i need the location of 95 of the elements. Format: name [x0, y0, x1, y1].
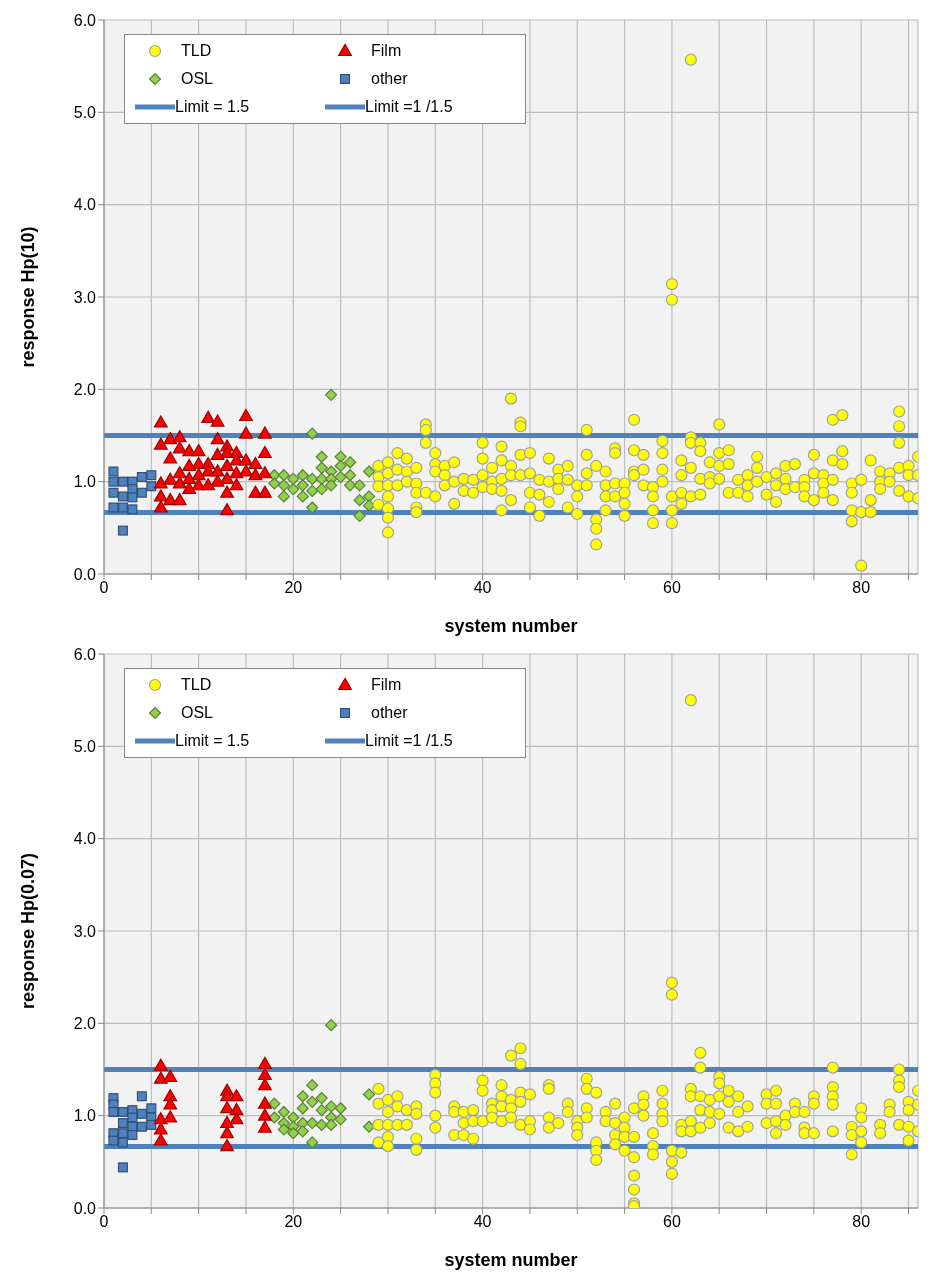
point	[257, 1120, 272, 1133]
point	[306, 1095, 319, 1108]
point	[315, 1092, 328, 1105]
point	[153, 1122, 168, 1135]
point	[163, 1069, 178, 1082]
x-tick-label: 80	[852, 1213, 871, 1231]
legend-label: TLD	[181, 676, 212, 694]
x-tick-label: 0	[99, 1213, 109, 1231]
point	[325, 1100, 338, 1113]
y-tick-label: 2.0	[73, 1015, 97, 1033]
y-tick-label: 0.0	[73, 1199, 97, 1217]
x-tick-label: 80	[852, 579, 871, 597]
point	[163, 1110, 178, 1123]
legend-label: Film	[371, 676, 402, 694]
legend-label: Limit =1 /1.5	[365, 98, 453, 116]
point	[220, 1138, 234, 1152]
x-tick-label: 40	[473, 1213, 492, 1231]
legend-label: Limit = 1.5	[175, 98, 250, 116]
point	[229, 1089, 244, 1102]
y-tick-label: 1.0	[73, 1107, 97, 1125]
point	[220, 1115, 234, 1129]
point	[127, 1130, 138, 1141]
point	[163, 1097, 178, 1110]
point	[257, 1067, 272, 1081]
x-axis-title: system number	[444, 1250, 578, 1270]
y-tick-label: 5.0	[73, 738, 97, 756]
point	[117, 1137, 128, 1148]
legend-label: Limit = 1.5	[175, 732, 250, 750]
point	[257, 1096, 272, 1109]
point	[325, 1118, 338, 1131]
point	[325, 1019, 338, 1032]
point	[257, 1056, 272, 1069]
point	[108, 1135, 119, 1146]
point	[306, 1079, 319, 1092]
point	[362, 1088, 376, 1101]
point	[127, 1112, 138, 1123]
point	[220, 1101, 234, 1114]
point	[153, 1071, 168, 1084]
point	[334, 1113, 347, 1126]
y-axis-title: response Hp(0.07)	[18, 852, 39, 1010]
x-axis-title: system number	[444, 616, 578, 636]
point	[277, 1123, 290, 1136]
point	[334, 1102, 347, 1115]
point	[277, 1105, 290, 1119]
point	[315, 1118, 328, 1131]
point	[268, 1111, 281, 1124]
point	[146, 1103, 157, 1114]
y-tick-label: 4.0	[73, 830, 97, 848]
legend-label: Film	[371, 42, 402, 60]
x-tick-label: 0	[99, 579, 109, 597]
point	[108, 1106, 119, 1117]
point	[136, 1091, 147, 1102]
point	[306, 1136, 319, 1149]
x-tick-label: 60	[663, 579, 681, 597]
y-tick-label: 3.0	[73, 288, 97, 306]
y-tick-label: 6.0	[73, 645, 97, 663]
legend-label: other	[371, 70, 408, 88]
point	[153, 1133, 168, 1146]
point	[146, 1119, 157, 1130]
point	[296, 1090, 309, 1103]
legend-label: Limit =1 /1.5	[365, 732, 453, 750]
point	[117, 1162, 128, 1173]
y-tick-label: 0.0	[73, 565, 97, 583]
point	[117, 1106, 128, 1117]
point	[257, 1108, 272, 1121]
x-tick-label: 40	[473, 579, 492, 597]
point	[315, 1104, 328, 1117]
legend-label: other	[371, 704, 408, 722]
x-tick-label: 20	[284, 579, 303, 597]
point	[136, 1121, 147, 1132]
point	[296, 1125, 309, 1138]
x-tick-label: 20	[284, 1213, 303, 1231]
y-tick-label: 3.0	[73, 922, 97, 940]
y-tick-label: 1.0	[73, 473, 97, 491]
point	[306, 1116, 319, 1130]
point	[136, 1108, 147, 1119]
y-tick-label: 2.0	[73, 381, 97, 399]
point	[257, 1078, 272, 1091]
point	[287, 1111, 300, 1124]
legend-label: TLD	[181, 42, 212, 60]
point	[117, 1118, 128, 1129]
point	[220, 1126, 234, 1139]
point	[287, 1127, 300, 1140]
y-tick-label: 4.0	[73, 196, 97, 214]
legend-label: OSL	[181, 70, 214, 88]
legend-label: OSL	[181, 704, 214, 722]
point	[153, 1058, 168, 1071]
point	[362, 1120, 376, 1133]
point	[229, 1112, 244, 1125]
point	[268, 1097, 281, 1110]
y-axis-title: response Hp(10)	[18, 226, 39, 368]
point	[296, 1102, 309, 1115]
y-tick-label: 5.0	[73, 104, 97, 122]
x-tick-label: 60	[663, 1213, 681, 1231]
y-tick-label: 6.0	[73, 11, 97, 29]
